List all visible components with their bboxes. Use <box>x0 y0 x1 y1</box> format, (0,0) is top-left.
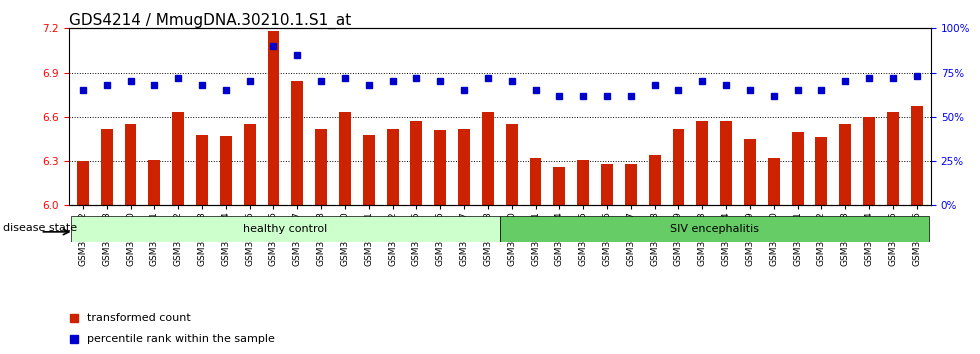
Text: GDS4214 / MmugDNA.30210.1.S1_at: GDS4214 / MmugDNA.30210.1.S1_at <box>69 12 351 29</box>
Text: percentile rank within the sample: percentile rank within the sample <box>87 334 275 344</box>
Bar <box>863 117 875 205</box>
Bar <box>196 135 208 205</box>
Bar <box>744 139 756 205</box>
Text: SIV encephalitis: SIV encephalitis <box>669 224 759 234</box>
Bar <box>316 129 327 205</box>
Bar <box>71 216 500 242</box>
Bar <box>339 113 351 205</box>
Bar <box>458 129 470 205</box>
Bar <box>625 164 637 205</box>
Bar <box>887 113 899 205</box>
Bar <box>363 135 374 205</box>
Bar <box>172 113 184 205</box>
Bar <box>839 124 852 205</box>
Bar <box>649 155 661 205</box>
Bar <box>500 216 929 242</box>
Bar <box>506 124 517 205</box>
Bar <box>672 129 684 205</box>
Bar <box>815 137 827 205</box>
Bar <box>792 132 804 205</box>
Bar <box>482 113 494 205</box>
Bar <box>268 31 279 205</box>
Bar <box>554 167 565 205</box>
Text: disease state: disease state <box>3 223 77 233</box>
Bar <box>767 158 780 205</box>
Bar <box>291 81 303 205</box>
Bar <box>577 160 589 205</box>
Bar <box>101 129 113 205</box>
Bar <box>601 164 612 205</box>
Bar <box>529 158 542 205</box>
Bar <box>148 160 161 205</box>
Bar <box>387 129 399 205</box>
Bar <box>697 121 709 205</box>
Bar <box>77 161 89 205</box>
Bar <box>411 121 422 205</box>
Bar <box>220 136 232 205</box>
Bar <box>910 107 922 205</box>
Bar <box>124 124 136 205</box>
Bar <box>244 124 256 205</box>
Bar <box>720 121 732 205</box>
Bar <box>434 130 446 205</box>
Text: healthy control: healthy control <box>243 224 327 234</box>
Text: transformed count: transformed count <box>87 313 191 323</box>
